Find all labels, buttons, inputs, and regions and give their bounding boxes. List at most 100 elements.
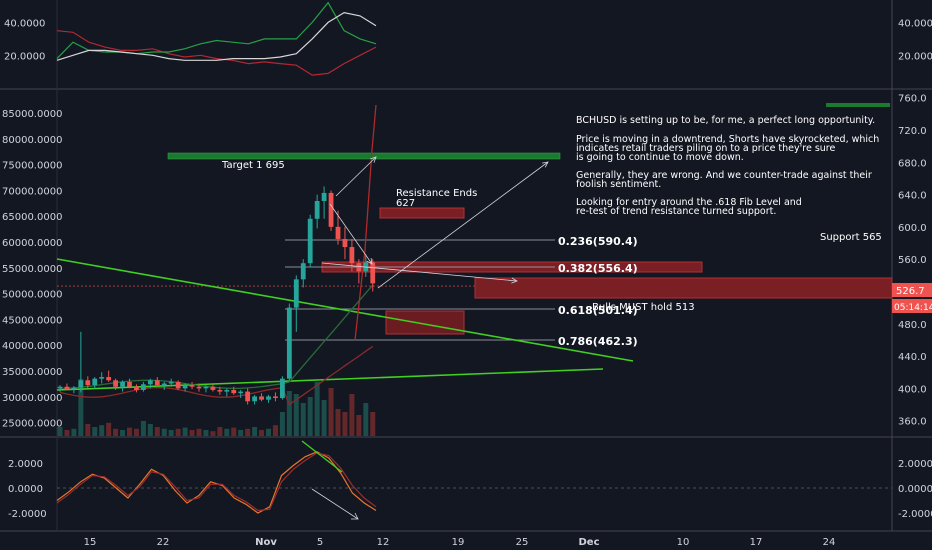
candle-body	[273, 396, 278, 399]
right-tick-label: 720.0	[898, 126, 927, 137]
candle-body	[224, 389, 230, 392]
candle-body	[349, 247, 355, 264]
volume-bar	[286, 391, 292, 436]
countdown-value: 05:14:14	[894, 303, 932, 313]
support-label: Support 565	[820, 232, 882, 243]
left-tick-label: 45000.0000	[2, 315, 62, 326]
right-tick-label: 440.0	[898, 352, 927, 363]
volume-bar	[154, 427, 160, 436]
pullback-arrow-head	[366, 258, 373, 265]
volume-bar	[203, 430, 209, 436]
volume-bar	[127, 427, 132, 436]
last-price-tag: 526.7	[892, 283, 932, 297]
y-tick-label: 20.0000	[4, 51, 45, 62]
y-tick-label: 40.0000	[4, 18, 45, 29]
oscillator-line	[56, 452, 377, 512]
candle-body	[328, 192, 334, 227]
analysis-note: BCHUSD is setting up to be, for me, a pe…	[576, 115, 879, 217]
candle-body	[196, 386, 202, 389]
note-line: is going to continue to move down.	[576, 152, 744, 163]
candle-body	[300, 263, 306, 280]
volume-bar	[356, 415, 362, 436]
chart-frame	[0, 0, 932, 532]
candle-body	[217, 389, 223, 392]
y-tick-label: -2.0000	[898, 509, 932, 520]
volume-bar	[182, 427, 188, 436]
volume-bar	[307, 397, 313, 436]
volume-bar	[224, 428, 230, 436]
right-tick-label: 360.0	[898, 417, 927, 428]
right-tick-label: 600.0	[898, 223, 927, 234]
bulls-hold-label: Bulls MUST hold 513	[592, 302, 695, 313]
volume-bar	[272, 425, 278, 436]
candle-body	[141, 384, 146, 390]
right-tick-label: 400.0	[898, 384, 927, 395]
volume-bar	[279, 412, 285, 436]
candle-body	[175, 381, 181, 389]
left-tick-label: 80000.0000	[2, 135, 62, 146]
volume-bar	[342, 412, 348, 436]
left-tick-label: 35000.0000	[2, 367, 62, 378]
note-line: Price is moving in a downtrend, Shorts h…	[576, 134, 879, 145]
fib-label-0382: 0.382(556.4)	[558, 262, 638, 275]
x-tick-label: 15	[84, 537, 97, 548]
candle-body	[92, 378, 98, 386]
volume-bar	[245, 428, 251, 436]
divergence-arrow-head	[351, 512, 359, 520]
volume-bar	[85, 424, 91, 436]
candle-body	[210, 386, 216, 390]
volume-bar	[217, 427, 223, 436]
projection-arrow	[377, 161, 549, 289]
candle-body	[147, 380, 153, 385]
volume-bar	[370, 412, 376, 436]
left-tick-label: 85000.0000	[2, 109, 62, 120]
x-tick-label: Dec	[578, 537, 599, 548]
y-tick-label: 20.0000	[898, 51, 932, 62]
y-tick-label: 2.0000	[898, 459, 932, 470]
left-tick-label: 40000.0000	[2, 341, 62, 352]
fib-label-0786: 0.786(462.3)	[558, 335, 638, 348]
volume-bar	[133, 428, 139, 436]
uptrend-line	[56, 368, 604, 391]
y-tick-label: 40.0000	[898, 18, 932, 29]
x-tick-label: 12	[377, 537, 390, 548]
last-price-value: 526.7	[896, 286, 925, 297]
candle-body	[203, 386, 209, 389]
volume-bar	[147, 424, 153, 436]
resistance-arrow	[321, 262, 518, 282]
downtrend-line	[56, 258, 634, 362]
candle-body	[64, 386, 70, 390]
volume-bar	[64, 430, 70, 436]
volume-bar	[238, 430, 244, 436]
candle-body	[161, 383, 167, 386]
left-tick-label: 70000.0000	[2, 186, 62, 197]
volume-bar	[363, 403, 369, 436]
volume-bar	[314, 382, 320, 436]
note-line: BCHUSD is setting up to be, for me, a pe…	[576, 115, 875, 126]
candle-body	[280, 378, 285, 399]
x-tick-label: Nov	[255, 537, 277, 548]
note-line: Generally, they are wrong. And we counte…	[576, 170, 872, 181]
pullback-arrow	[329, 203, 373, 265]
note-line: indicates retail traders piling on to a …	[576, 143, 835, 154]
candle-body	[85, 380, 91, 386]
time-axis: 15 22 Nov 5 12 19 25 Dec 10 17 24	[84, 537, 836, 548]
volume-bar	[210, 431, 216, 436]
short-ratio-line	[354, 104, 377, 341]
fib-labels: 0.236(590.4) 0.382(556.4) 0.618(501.4) 0…	[558, 235, 638, 348]
projection-arrow-head	[542, 161, 549, 168]
note-line: re-test of trend resistance turned suppo…	[576, 206, 776, 217]
divergence-line	[301, 440, 343, 473]
candle-body	[120, 381, 125, 387]
candle-body	[238, 391, 244, 394]
right-tick-label: 560.0	[898, 255, 927, 266]
target-label: Target 1 695	[221, 160, 285, 171]
candle-body	[245, 391, 251, 402]
candle-body	[106, 377, 112, 381]
target-arrow-head	[370, 156, 377, 163]
left-tick-label: 50000.0000	[2, 290, 62, 301]
target-bar-right	[826, 103, 890, 107]
candle-body	[154, 380, 160, 386]
left-tick-label: 25000.0000	[2, 419, 62, 430]
